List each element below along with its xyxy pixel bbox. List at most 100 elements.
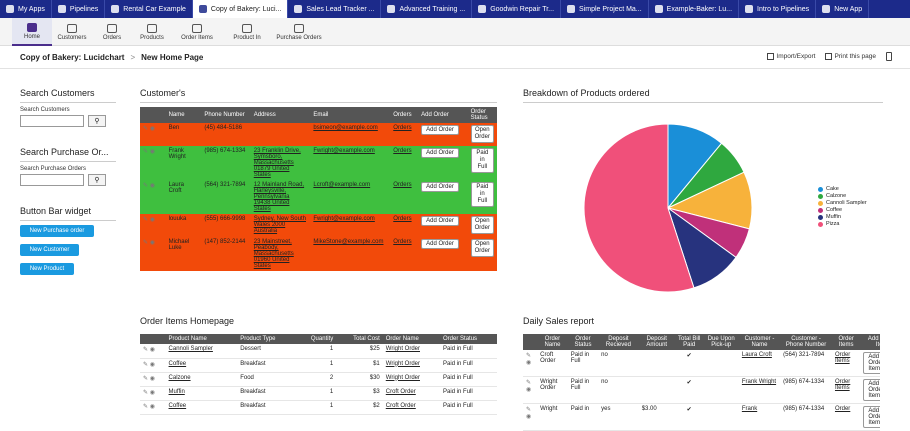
- customer-address[interactable]: 23 Mainstreet, Peabody, Massachusetts 01…: [250, 237, 311, 271]
- add-order-button[interactable]: Add Order: [421, 239, 459, 249]
- app-tab-1[interactable]: Pipelines: [52, 0, 106, 18]
- order-status-button[interactable]: Paid in Full: [470, 182, 494, 207]
- nav-item-order-items[interactable]: Order Items: [172, 18, 222, 46]
- customer-orders-link[interactable]: Orders: [390, 123, 419, 146]
- app-tab-10[interactable]: New App: [816, 0, 870, 18]
- product-name[interactable]: Coffee: [165, 358, 238, 373]
- edit-icon[interactable]: ✎: [526, 407, 532, 413]
- add-order-button[interactable]: Add Order: [421, 182, 459, 192]
- app-tab-9[interactable]: Intro to Pipelines: [739, 0, 817, 18]
- add-order-item-button[interactable]: Add Order Item: [863, 352, 880, 374]
- app-tab-0[interactable]: My Apps: [0, 0, 52, 18]
- add-order-button[interactable]: Add Order: [421, 148, 459, 158]
- app-tab-3[interactable]: Copy of Bakery: Luci...: [192, 0, 289, 18]
- search-po-input[interactable]: [20, 174, 84, 186]
- edit-icon[interactable]: ✎: [526, 380, 532, 386]
- app-tab-8[interactable]: Example-Baker: Lu...: [649, 0, 740, 18]
- order-name[interactable]: Croft Order: [382, 386, 441, 401]
- nav-item-home[interactable]: Home: [12, 18, 52, 46]
- customer-orders-link[interactable]: Orders: [390, 237, 419, 271]
- edit-icon[interactable]: ✎: [143, 217, 150, 223]
- view-icon[interactable]: ◉: [149, 375, 155, 382]
- product-name[interactable]: Calzone: [165, 372, 238, 387]
- customer-name[interactable]: Laura Croft: [738, 350, 781, 377]
- edit-icon[interactable]: ✎: [143, 183, 150, 189]
- order-items-link[interactable]: Order Items: [831, 376, 861, 404]
- edit-icon[interactable]: ✎: [143, 375, 150, 382]
- app-tab-7[interactable]: Simple Project Ma...: [561, 0, 649, 18]
- customer-address[interactable]: [250, 123, 311, 146]
- new-customer-button[interactable]: New Customer: [20, 244, 79, 256]
- customer-email[interactable]: MikeStone@example.com: [310, 237, 391, 271]
- total-cost: $1: [336, 358, 383, 373]
- product-name[interactable]: Cannoli Sampler: [165, 344, 238, 359]
- mobile-view-icon[interactable]: [886, 52, 892, 61]
- nav-item-customers[interactable]: Customers: [52, 18, 92, 46]
- customer-address[interactable]: Sydney, New South Wales 2000 Australia: [250, 214, 311, 237]
- import-export-button[interactable]: Import/Export: [767, 52, 815, 60]
- order-name[interactable]: Wright Order: [382, 344, 441, 359]
- legend-swatch: [818, 214, 823, 220]
- new-purchase-order-button[interactable]: New Purchase order: [20, 225, 94, 237]
- edit-icon[interactable]: ✎: [143, 347, 150, 353]
- add-order-button[interactable]: Add Order: [421, 125, 459, 135]
- view-icon[interactable]: ◉: [149, 361, 155, 368]
- view-icon[interactable]: ◉: [149, 389, 155, 396]
- order-name[interactable]: Wright Order: [382, 358, 441, 373]
- customer-address[interactable]: 12 Mainland Road, Harleysville, Pennsylv…: [250, 180, 311, 214]
- customer-email[interactable]: Lcroft@example.com: [310, 180, 391, 214]
- customer-name[interactable]: Frank Wright: [738, 376, 781, 404]
- add-order-item-button[interactable]: Add Order Item: [863, 406, 880, 428]
- order-name[interactable]: Wright Order: [382, 372, 441, 387]
- customer-address[interactable]: 23 Franklin Drive, Symsboro, Massachuset…: [250, 146, 311, 180]
- order-status-button[interactable]: Open Order: [470, 216, 494, 234]
- order-status-button[interactable]: Paid in Full: [470, 148, 494, 173]
- print-button[interactable]: Print this page: [825, 52, 876, 60]
- app-tab-5[interactable]: Advanced Training ...: [381, 0, 473, 18]
- nav-item-products[interactable]: Products: [132, 18, 172, 46]
- nav-item-orders[interactable]: Orders: [92, 18, 132, 46]
- search-customers-input[interactable]: [20, 115, 84, 127]
- customer-email[interactable]: bsimeon@example.com: [310, 123, 391, 146]
- order-status-button[interactable]: Open Order: [470, 125, 494, 143]
- view-icon[interactable]: ◉: [526, 387, 532, 393]
- view-icon[interactable]: ◉: [149, 217, 155, 223]
- view-icon[interactable]: ◉: [149, 149, 155, 155]
- view-icon[interactable]: ◉: [149, 403, 155, 410]
- view-icon[interactable]: ◉: [149, 183, 155, 189]
- customer-name[interactable]: Frank: [738, 403, 781, 431]
- view-icon[interactable]: ◉: [149, 347, 155, 353]
- pie-slice-pizza[interactable]: [583, 123, 695, 293]
- app-tab-6[interactable]: Goodwin Repair Tr...: [472, 0, 562, 18]
- search-customers-button[interactable]: ⚲: [88, 115, 106, 127]
- edit-icon[interactable]: ✎: [526, 353, 532, 359]
- order-items-link[interactable]: Order: [831, 403, 861, 431]
- customer-orders-link[interactable]: Orders: [390, 214, 419, 237]
- add-order-item-button[interactable]: Add Order Item: [863, 379, 880, 401]
- nav-item-purchase-orders[interactable]: Purchase Orders: [272, 18, 326, 46]
- edit-icon[interactable]: ✎: [143, 240, 150, 246]
- app-tab-2[interactable]: Rental Car Example: [105, 0, 193, 18]
- customer-orders-link[interactable]: Orders: [390, 146, 419, 180]
- customer-email[interactable]: Fwright@example.com: [310, 146, 391, 180]
- edit-icon[interactable]: ✎: [143, 361, 150, 368]
- breadcrumb-app[interactable]: Copy of Bakery: Lucidchart: [20, 53, 125, 62]
- order-status-button[interactable]: Open Order: [470, 239, 494, 257]
- new-product-button[interactable]: New Product: [20, 263, 74, 275]
- edit-icon[interactable]: ✎: [143, 389, 150, 396]
- view-icon[interactable]: ◉: [526, 360, 532, 366]
- edit-icon[interactable]: ✎: [143, 149, 150, 155]
- view-icon[interactable]: ◉: [526, 414, 532, 420]
- customer-email[interactable]: Fwright@example.com: [310, 214, 391, 237]
- customer-orders-link[interactable]: Orders: [390, 180, 419, 214]
- search-po-button[interactable]: ⚲: [88, 174, 106, 186]
- nav-item-product-in[interactable]: Product In: [222, 18, 272, 46]
- product-name[interactable]: Muffin: [165, 386, 238, 401]
- edit-icon[interactable]: ✎: [143, 403, 150, 410]
- view-icon[interactable]: ◉: [149, 240, 155, 246]
- app-tab-4[interactable]: Sales Lead Tracker ...: [288, 0, 382, 18]
- view-icon[interactable]: ◉: [149, 126, 155, 132]
- order-items-link[interactable]: Order Items: [831, 350, 861, 377]
- edit-icon[interactable]: ✎: [143, 126, 150, 132]
- add-order-button[interactable]: Add Order: [421, 216, 459, 226]
